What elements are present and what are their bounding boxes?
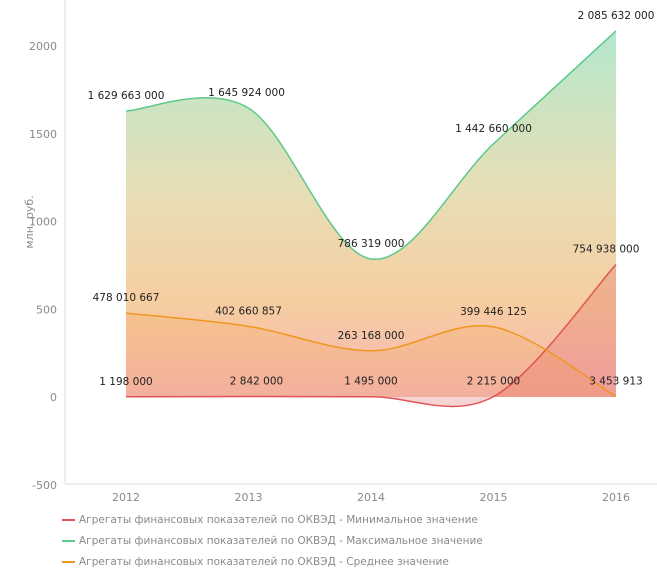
data-label: 3 453 913 bbox=[589, 375, 642, 387]
series-line[interactable] bbox=[125, 312, 617, 398]
data-label: 786 319 000 bbox=[338, 238, 405, 250]
x-tick-label: 2016 bbox=[602, 491, 630, 504]
data-label: 263 168 000 bbox=[338, 330, 405, 342]
y-tick-label: -500 bbox=[32, 479, 57, 492]
min-area bbox=[126, 264, 616, 407]
data-label: 1 495 000 bbox=[344, 376, 397, 388]
data-label: 2 085 632 000 bbox=[578, 10, 655, 22]
x-tick-label: 2012 bbox=[112, 491, 140, 504]
data-label: 2 215 000 bbox=[467, 376, 520, 388]
data-label: 478 010 667 bbox=[93, 292, 160, 304]
legend-label: Агрегаты финансовых показателей по ОКВЭД… bbox=[79, 535, 483, 547]
x-tick-label: 2015 bbox=[480, 491, 508, 504]
max-area bbox=[126, 30, 616, 397]
y-tick-label: 1500 bbox=[29, 128, 57, 141]
avg-area bbox=[126, 313, 616, 397]
y-tick-label: 0 bbox=[50, 391, 57, 404]
x-tick-label: 2013 bbox=[235, 491, 263, 504]
y-tick-label: 1000 bbox=[29, 216, 57, 229]
legend-item[interactable]: Агрегаты финансовых показателей по ОКВЭД… bbox=[62, 556, 449, 568]
legend-swatch bbox=[62, 519, 75, 521]
x-tick-label: 2014 bbox=[357, 491, 385, 504]
y-tick-label: 500 bbox=[36, 303, 57, 316]
legend-item[interactable]: Агрегаты финансовых показателей по ОКВЭД… bbox=[62, 535, 483, 547]
legend-label: Агрегаты финансовых показателей по ОКВЭД… bbox=[79, 514, 478, 526]
data-label: 2 842 000 bbox=[230, 376, 283, 388]
legend-label: Агрегаты финансовых показателей по ОКВЭД… bbox=[79, 556, 449, 568]
y-tick-label: 2000 bbox=[29, 40, 57, 53]
y-axis-label: млн. руб. bbox=[23, 195, 36, 248]
data-label: 754 938 000 bbox=[573, 244, 640, 256]
data-label: 402 660 857 bbox=[215, 305, 282, 317]
legend-swatch bbox=[62, 540, 75, 542]
legend-item[interactable]: Агрегаты финансовых показателей по ОКВЭД… bbox=[62, 514, 478, 526]
data-label: 1 198 000 bbox=[99, 376, 152, 388]
data-label: 399 446 125 bbox=[460, 306, 527, 318]
data-label: 1 645 924 000 bbox=[208, 87, 285, 99]
data-label: 1 442 660 000 bbox=[455, 123, 532, 135]
data-label: 1 629 663 000 bbox=[88, 90, 165, 102]
series-line[interactable] bbox=[125, 30, 617, 260]
legend-swatch bbox=[62, 561, 75, 563]
